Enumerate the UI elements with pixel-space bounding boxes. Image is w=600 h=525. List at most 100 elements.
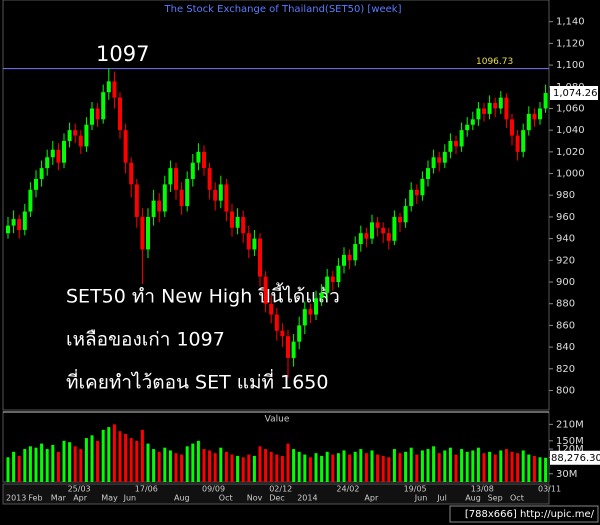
x-tick-label: Sep (488, 494, 503, 503)
candle-body (342, 254, 346, 266)
volume-bar (107, 427, 111, 482)
candle-body (286, 336, 290, 358)
volume-bar (415, 454, 419, 482)
candle-body (353, 244, 358, 261)
candle-body (543, 92, 548, 109)
volume-bar (34, 447, 38, 482)
y-tick-label: 880 (556, 299, 575, 310)
candle-body (375, 222, 380, 228)
candle-body (448, 141, 453, 152)
x-tick-label: Apr (73, 494, 88, 503)
volume-bar (308, 457, 312, 482)
candle-body (112, 81, 117, 98)
candle-body (510, 119, 514, 136)
y-tick-label: 1,100 (556, 60, 585, 71)
candle-body (532, 113, 537, 120)
week-label: 09/09 (202, 485, 225, 494)
chart-title: The Stock Exchange of Thailand(SET50) [w… (164, 4, 402, 15)
candle-body (336, 265, 341, 283)
watermark-box (449, 505, 599, 523)
candle-body (515, 135, 520, 152)
note: เหลือของเก่า 1097 (66, 329, 225, 351)
candle-body (213, 189, 218, 201)
candle-body (470, 119, 475, 125)
week-label: 02/12 (269, 485, 292, 494)
volume-bar (202, 449, 206, 482)
volume-bar (135, 440, 139, 482)
x-tick-label: Aug (174, 494, 190, 503)
candle-body (291, 341, 296, 358)
candle-body (179, 189, 184, 207)
candle-body (538, 108, 542, 120)
volume-bar (264, 449, 268, 482)
candle-body (230, 211, 234, 228)
volume-bar (79, 449, 83, 482)
y-tick-label: 1,040 (556, 125, 585, 136)
peak-note: 1097 (96, 42, 149, 66)
price-panel (2, 0, 550, 411)
candle-body (218, 184, 223, 201)
week-label: 13/08 (471, 485, 494, 494)
week-label: 19/05 (404, 485, 427, 494)
candle-body (498, 97, 503, 109)
volume-bar (174, 453, 178, 482)
volume-bar (152, 449, 156, 482)
volume-tick-label: 120M (556, 444, 584, 455)
x-tick-label: Dec (269, 494, 284, 503)
candle-body (196, 151, 201, 163)
y-tick-label: 820 (556, 364, 575, 375)
y-tick-label: 1,140 (556, 17, 585, 28)
candle-body (319, 292, 324, 299)
candle-body (364, 233, 369, 239)
candle-body (146, 216, 150, 250)
volume-bar (68, 442, 72, 482)
volume-bar (381, 455, 385, 482)
candle-body (302, 309, 307, 326)
volume-bar (168, 450, 172, 482)
last-price-label: 1,074.26 (553, 88, 598, 99)
volume-bar (112, 424, 116, 482)
candle-body (437, 157, 442, 163)
y-tick-label: 1,000 (556, 169, 585, 180)
volume-bar (516, 453, 520, 482)
volume-bar (45, 449, 49, 482)
candle-body (431, 157, 436, 169)
x-tick-label: 2014 (297, 494, 317, 503)
y-tick-label: 1,060 (556, 103, 585, 114)
note: ที่เคยทำไว้ตอน SET แม่ที่ 1650 (66, 369, 328, 394)
week-label: 25/03 (68, 485, 91, 494)
candle-body (358, 233, 363, 245)
volume-bar (476, 447, 480, 482)
volume-bar (28, 446, 32, 482)
x-tick-label: Jul (436, 494, 447, 503)
candle-body (235, 216, 240, 228)
candle-body (241, 216, 246, 234)
volume-bar (224, 451, 228, 482)
candle-body (414, 189, 419, 196)
x-tick-label: Jun (414, 494, 428, 503)
volume-bar (180, 454, 184, 482)
volume-bar (437, 453, 441, 482)
volume-bar (420, 450, 424, 482)
candle-body (526, 113, 531, 131)
candle-body (482, 108, 486, 114)
candle-body (73, 130, 78, 136)
y-tick-label: 840 (556, 342, 575, 353)
candle-body (442, 151, 447, 163)
volume-tick-label: 210M (556, 419, 584, 430)
y-tick-label: 900 (556, 277, 575, 288)
volume-bar (51, 444, 55, 482)
x-tick-label: Apr (364, 494, 379, 503)
candle-body (202, 151, 206, 169)
candle-body (386, 233, 391, 241)
candle-body (106, 81, 111, 93)
y-tick-label: 1,020 (556, 147, 585, 158)
candle-body (168, 168, 173, 185)
candle-body (308, 309, 313, 315)
candle-body (493, 103, 498, 109)
volume-bar (6, 457, 10, 482)
candle-body (34, 178, 38, 190)
